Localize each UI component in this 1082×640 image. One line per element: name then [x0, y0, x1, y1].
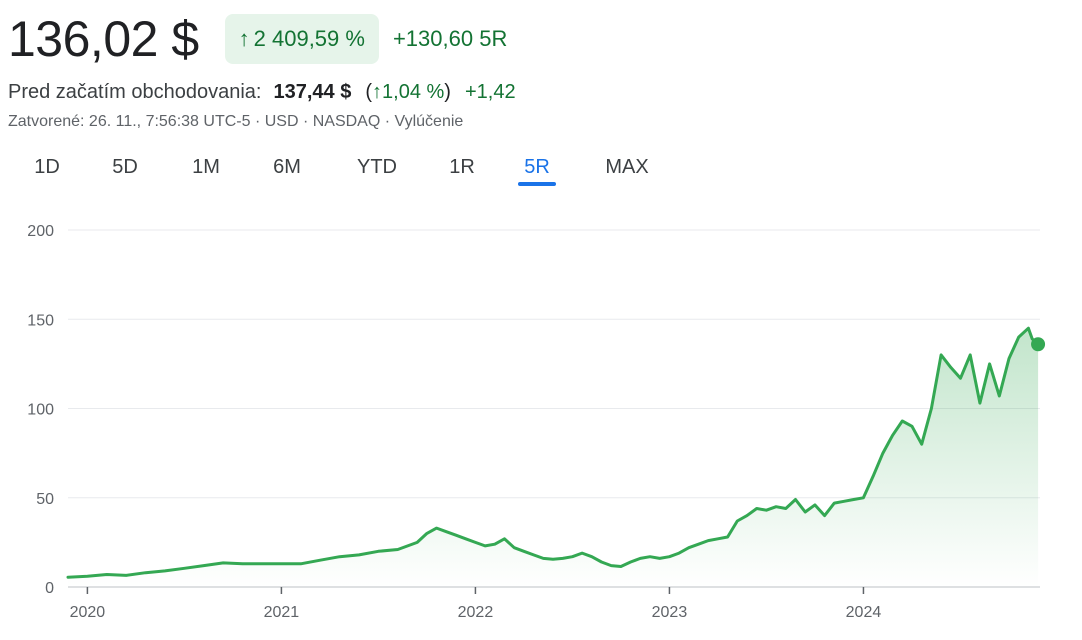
- open-paren: (: [365, 80, 373, 103]
- change-absolute: +130,60 5R: [392, 26, 508, 51]
- premarket-label: Pred začatím obchodovania:: [8, 80, 262, 103]
- y-tick-label: 50: [36, 491, 54, 508]
- y-axis: 0 50 100 150 200: [27, 223, 54, 597]
- x-tick-label: 2023: [652, 604, 688, 621]
- range-tab-max[interactable]: MAX: [605, 156, 649, 178]
- change-percent-badge: ↑ 2 409,59 %: [224, 14, 379, 64]
- y-tick-label: 0: [45, 580, 54, 597]
- range-tab-5d[interactable]: 5D: [112, 156, 138, 178]
- close-paren: ): [444, 80, 451, 103]
- x-tick-label: 2024: [846, 604, 882, 621]
- premarket-change-percent: (↑1,04 %): [365, 81, 451, 104]
- arrow-up-icon: ↑: [372, 80, 383, 103]
- range-tab-1m[interactable]: 1M: [192, 156, 220, 178]
- quote-header: 136,02 $ ↑ 2 409,59 % +130,60 5R: [8, 8, 507, 70]
- range-tab-6m[interactable]: 6M: [273, 156, 301, 178]
- x-tick-label: 2020: [70, 604, 106, 621]
- premarket-row: Pred začatím obchodovania: 137,44 $ (↑1,…: [8, 78, 516, 106]
- change-percent-value: 2 409,59 %: [253, 26, 365, 51]
- premarket-price: 137,44 $: [273, 80, 352, 103]
- range-tab-ytd[interactable]: YTD: [357, 156, 397, 178]
- range-tab-5r[interactable]: 5R: [518, 148, 556, 188]
- y-tick-label: 150: [27, 312, 54, 329]
- x-axis: 2020 2021 2022 2023 2024: [70, 587, 882, 621]
- y-tick-label: 200: [27, 223, 54, 240]
- range-tab-1r[interactable]: 1R: [449, 156, 475, 178]
- price-area-fill: [68, 328, 1039, 587]
- price-chart[interactable]: 0 50 100 150 200 2020 2021 2022 2023 2024: [0, 200, 1082, 640]
- price-line: [66, 326, 1040, 579]
- x-tick-label: 2021: [264, 604, 300, 621]
- range-tab-1d[interactable]: 1D: [34, 156, 60, 178]
- market-status-line: Zatvorené: 26. 11., 7:56:38 UTC-5 · USD …: [8, 113, 464, 130]
- x-tick-label: 2022: [458, 604, 494, 621]
- last-price-marker: [1031, 337, 1046, 352]
- premarket-change-absolute: +1,42: [464, 80, 516, 103]
- current-price: 136,02 $: [8, 11, 199, 67]
- premarket-change-percent-value: 1,04 %: [382, 80, 445, 103]
- y-tick-label: 100: [27, 402, 54, 419]
- arrow-up-icon: ↑: [238, 26, 250, 51]
